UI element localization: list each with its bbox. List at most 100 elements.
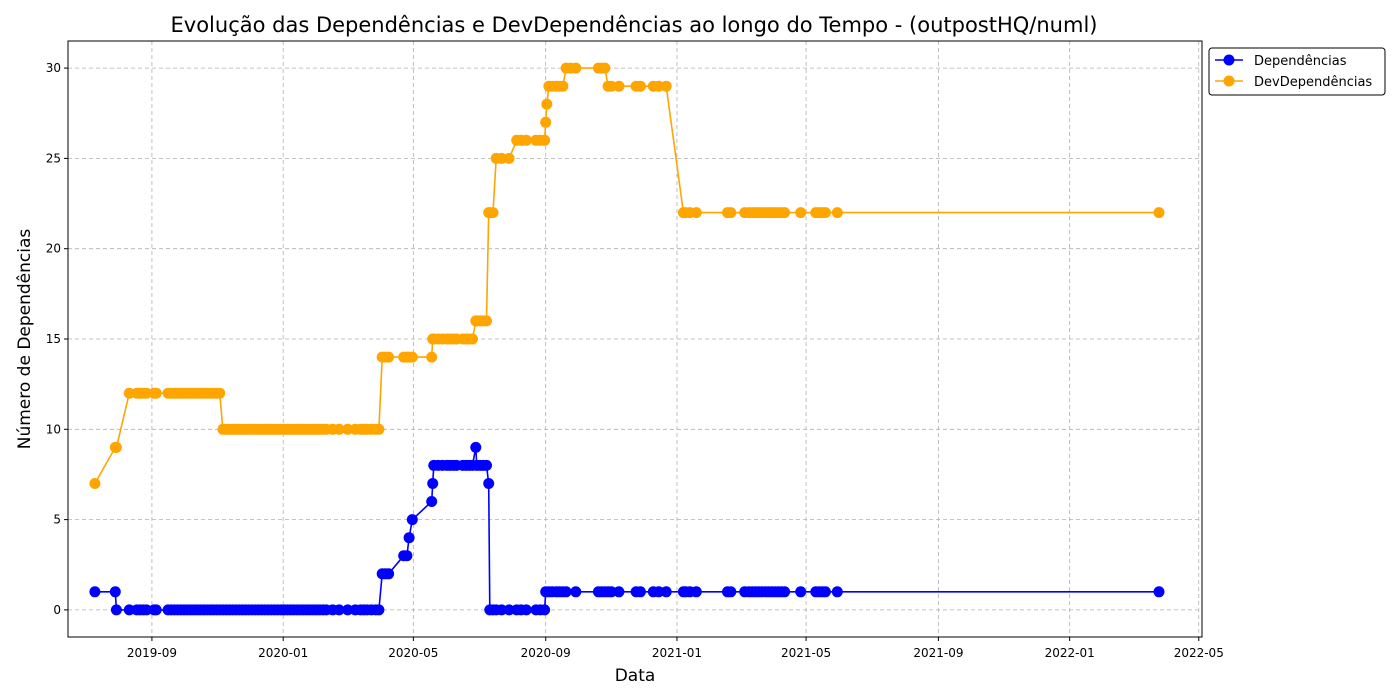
x-tick-label: 2020-09 bbox=[521, 646, 571, 660]
data-point bbox=[123, 387, 135, 399]
data-point bbox=[690, 207, 702, 219]
data-point bbox=[795, 207, 807, 219]
data-point bbox=[831, 586, 843, 598]
x-tick-label: 2020-05 bbox=[388, 646, 438, 660]
data-point bbox=[613, 586, 625, 598]
data-point bbox=[141, 387, 152, 399]
y-axis: 0 5 10 15 20 25 30 bbox=[46, 61, 68, 617]
data-point bbox=[487, 207, 499, 219]
data-point bbox=[725, 586, 737, 598]
data-point bbox=[481, 459, 492, 471]
data-point bbox=[819, 586, 831, 598]
chart-title: Evolução das Dependências e DevDependênc… bbox=[171, 13, 1098, 37]
data-point bbox=[599, 62, 611, 74]
x-tick-label: 2022-01 bbox=[1045, 646, 1095, 660]
data-point bbox=[141, 604, 152, 616]
data-point bbox=[541, 98, 553, 110]
data-point bbox=[660, 80, 672, 92]
series-layer bbox=[89, 62, 1165, 616]
data-point bbox=[342, 423, 354, 435]
data-point bbox=[403, 532, 415, 544]
data-point bbox=[503, 152, 515, 164]
data-point bbox=[483, 478, 495, 489]
data-point bbox=[634, 586, 646, 598]
data-point bbox=[1153, 207, 1165, 219]
legend-item: DevDependências bbox=[1215, 75, 1372, 90]
data-point bbox=[89, 586, 101, 598]
data-point bbox=[333, 423, 345, 435]
x-tick-label: 2021-01 bbox=[652, 646, 702, 660]
data-point bbox=[401, 550, 413, 562]
data-point bbox=[690, 586, 702, 598]
data-point bbox=[373, 604, 385, 616]
data-point bbox=[109, 586, 121, 598]
x-tick-label: 2021-09 bbox=[913, 646, 963, 660]
data-point bbox=[779, 207, 791, 219]
data-point bbox=[110, 604, 122, 616]
data-point bbox=[539, 134, 551, 146]
data-point bbox=[470, 441, 482, 453]
x-tick-label: 2021-05 bbox=[781, 646, 831, 660]
data-point bbox=[427, 478, 439, 489]
legend-marker bbox=[1223, 54, 1235, 66]
series-devdependencias bbox=[89, 62, 1165, 489]
data-point bbox=[539, 604, 551, 616]
data-point bbox=[333, 604, 345, 616]
y-tick-label: 10 bbox=[46, 422, 61, 436]
x-axis: 2019-09 2020-01 2020-05 2020-09 2021-01 2021-… bbox=[127, 637, 1224, 660]
legend-label: DevDependências bbox=[1254, 75, 1372, 90]
data-point bbox=[819, 207, 831, 219]
data-point bbox=[342, 604, 354, 616]
legend-marker bbox=[1223, 75, 1235, 87]
data-point bbox=[605, 586, 617, 598]
data-point bbox=[557, 80, 569, 92]
data-point bbox=[831, 207, 843, 219]
data-point bbox=[373, 423, 385, 435]
y-axis-label: Número de Dependências bbox=[15, 229, 35, 450]
data-point bbox=[406, 351, 418, 363]
data-point bbox=[634, 80, 646, 92]
data-point bbox=[779, 586, 791, 598]
data-point bbox=[503, 604, 515, 616]
x-tick-label: 2020-01 bbox=[258, 646, 308, 660]
data-point bbox=[725, 207, 737, 219]
data-point bbox=[150, 387, 162, 399]
data-point bbox=[1153, 586, 1165, 598]
data-point bbox=[383, 351, 395, 363]
data-point bbox=[481, 315, 492, 327]
data-point bbox=[540, 116, 552, 128]
data-point bbox=[467, 333, 478, 345]
legend: Dependências DevDependências bbox=[1208, 47, 1386, 96]
legend-box bbox=[1208, 47, 1386, 96]
data-point bbox=[426, 496, 438, 507]
data-point bbox=[570, 62, 582, 74]
data-point bbox=[520, 604, 532, 616]
y-tick-label: 25 bbox=[46, 151, 61, 165]
data-point bbox=[214, 387, 226, 399]
x-tick-label: 2022-05 bbox=[1174, 646, 1224, 660]
data-point bbox=[660, 586, 672, 598]
data-point bbox=[570, 586, 582, 598]
data-point bbox=[795, 586, 807, 598]
y-tick-label: 30 bbox=[46, 61, 61, 75]
data-point bbox=[520, 134, 532, 146]
y-tick-label: 0 bbox=[53, 603, 61, 617]
data-point bbox=[426, 351, 438, 363]
x-axis-label: Data bbox=[615, 666, 656, 686]
data-point bbox=[123, 604, 135, 616]
x-tick-label: 2019-09 bbox=[127, 646, 177, 660]
data-point bbox=[613, 80, 625, 92]
data-point bbox=[150, 604, 162, 616]
data-point bbox=[406, 514, 418, 526]
data-point bbox=[89, 478, 101, 489]
y-tick-label: 5 bbox=[53, 513, 61, 527]
y-tick-label: 20 bbox=[46, 242, 61, 256]
data-point bbox=[605, 80, 617, 92]
data-point bbox=[110, 441, 122, 453]
legend-item: Dependências bbox=[1215, 54, 1347, 69]
y-tick-label: 15 bbox=[46, 332, 61, 346]
data-point bbox=[560, 586, 572, 598]
series-dependencias bbox=[89, 441, 1165, 616]
